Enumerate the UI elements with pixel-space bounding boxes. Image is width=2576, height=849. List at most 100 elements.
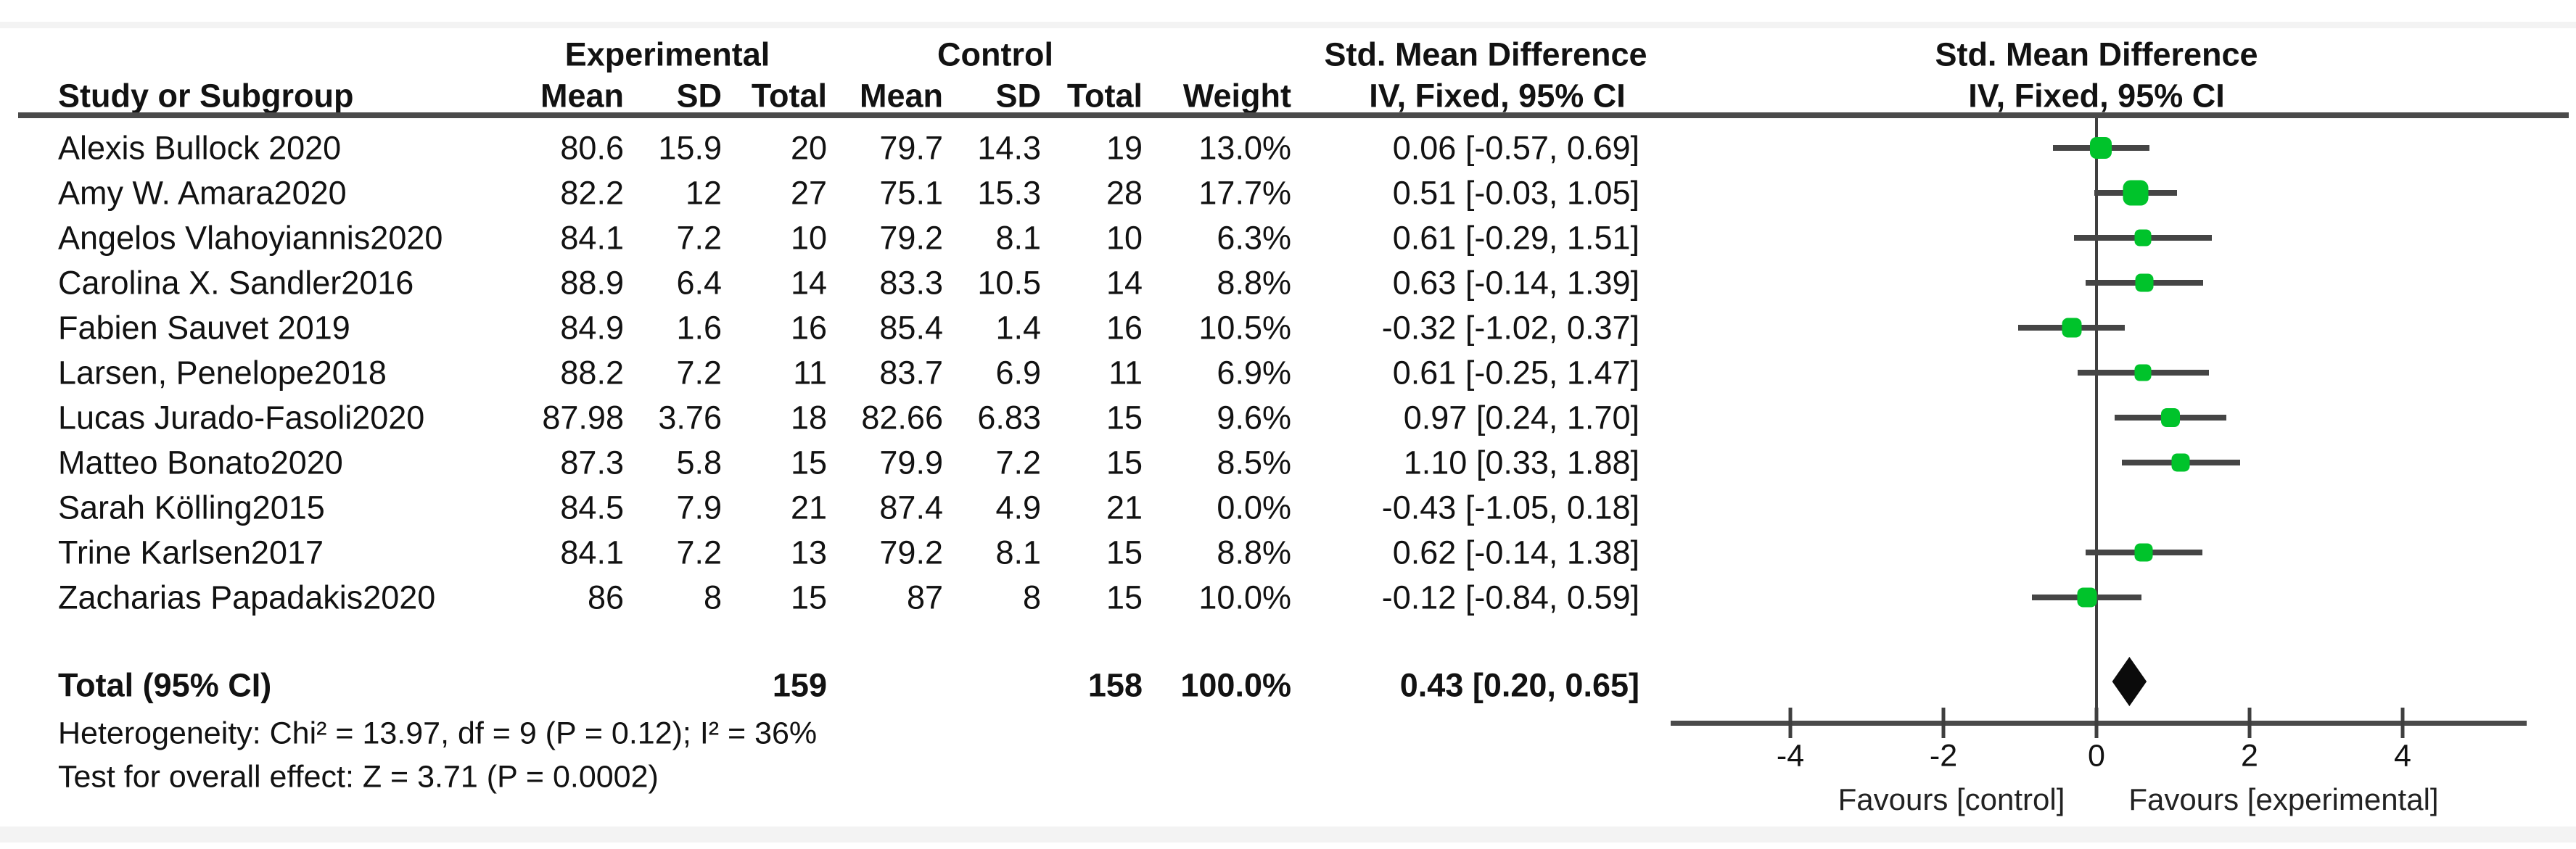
study-sd_e: 7.9	[676, 489, 722, 526]
study-mean_e: 84.5	[560, 489, 624, 526]
total-weight: 100.0%	[1180, 666, 1291, 704]
study-ci: -0.12 [-0.84, 0.59]	[1381, 579, 1639, 616]
study-name: Lucas Jurado-Fasoli2020	[58, 399, 425, 436]
study-weight: 10.5%	[1198, 309, 1291, 347]
study-ci: 0.63 [-0.14, 1.39]	[1392, 264, 1639, 302]
study-n_c: 11	[1108, 354, 1143, 392]
study-sd_e: 1.6	[676, 309, 722, 347]
col-header-total-ctrl: Total	[1066, 77, 1143, 115]
col-header-study: Study or Subgroup	[58, 77, 354, 115]
study-ci: 0.97 [0.24, 1.70]	[1403, 399, 1639, 436]
study-n_e: 16	[790, 309, 827, 347]
study-n_c: 21	[1106, 489, 1143, 526]
total-n-control: 158	[1087, 666, 1143, 704]
top-scan-band	[0, 22, 2576, 28]
study-n_c: 15	[1106, 534, 1143, 571]
col-header-total-exp: Total	[751, 77, 827, 115]
study-name: Carolina X. Sandler2016	[58, 264, 414, 302]
study-mean_c: 83.7	[879, 354, 943, 392]
study-n_e: 15	[790, 444, 827, 481]
study-weight: 13.0%	[1198, 129, 1291, 167]
study-mean_c: 85.4	[879, 309, 943, 347]
study-ci: -0.32 [-1.02, 0.37]	[1381, 309, 1639, 347]
summary-diamond	[2112, 657, 2147, 706]
study-mean_e: 88.2	[560, 354, 624, 392]
point-estimate-marker	[2134, 229, 2152, 247]
study-mean_e: 84.1	[560, 219, 624, 257]
study-mean_c: 87	[906, 579, 943, 616]
study-sd_c: 7.2	[995, 444, 1041, 481]
study-sd_e: 15.9	[658, 129, 722, 167]
point-estimate-marker	[2171, 453, 2190, 472]
axis-tick-label: 2	[2241, 738, 2258, 774]
favours-experimental-label: Favours [experimental]	[2128, 782, 2439, 816]
study-n_c: 15	[1106, 399, 1143, 436]
header-rule	[18, 112, 2569, 118]
study-sd_c: 8.1	[995, 534, 1041, 571]
study-n_c: 15	[1106, 444, 1143, 481]
study-ci: 0.61 [-0.25, 1.47]	[1392, 354, 1639, 392]
study-n_c: 15	[1106, 579, 1143, 616]
study-n_e: 21	[790, 489, 827, 526]
study-ci: 0.51 [-0.03, 1.05]	[1392, 174, 1639, 212]
study-n_e: 15	[790, 579, 827, 616]
study-ci: 0.62 [-0.14, 1.38]	[1392, 534, 1639, 571]
study-name: Sarah Kölling2015	[58, 489, 325, 526]
axis-tick-label: 4	[2394, 738, 2411, 774]
overall-effect-text: Test for overall effect: Z = 3.71 (P = 0…	[58, 759, 659, 795]
study-name: Zacharias Papadakis2020	[58, 579, 436, 616]
axis-tick	[2247, 708, 2252, 738]
study-weight: 6.9%	[1217, 354, 1291, 392]
effect-header-table: Std. Mean Difference	[1324, 36, 1647, 73]
study-mean_e: 87.98	[542, 399, 624, 436]
axis-tick	[1941, 708, 1946, 738]
study-name: Fabien Sauvet 2019	[58, 309, 350, 347]
study-n_e: 11	[793, 354, 827, 392]
favours-control-label: Favours [control]	[1838, 782, 2065, 816]
study-name: Angelos Vlahoyiannis2020	[58, 219, 443, 257]
study-sd_c: 1.4	[995, 309, 1041, 347]
control-group-header: Control	[937, 36, 1053, 73]
study-mean_c: 79.2	[879, 219, 943, 257]
study-mean_e: 86	[587, 579, 624, 616]
study-name: Amy W. Amara2020	[58, 174, 347, 212]
study-ci: 1.10 [0.33, 1.88]	[1403, 444, 1639, 481]
study-weight: 8.5%	[1217, 444, 1291, 481]
point-estimate-marker	[2161, 408, 2181, 427]
axis-tick-label: -4	[1776, 738, 1805, 774]
study-weight: 8.8%	[1217, 264, 1291, 302]
study-sd_c: 10.5	[977, 264, 1041, 302]
axis-tick	[2400, 708, 2405, 738]
axis-tick	[2094, 708, 2099, 738]
total-ci-text: 0.43 [0.20, 0.65]	[1399, 666, 1639, 704]
study-mean_e: 80.6	[560, 129, 624, 167]
col-header-sd-ctrl: SD	[995, 77, 1041, 115]
study-weight: 8.8%	[1217, 534, 1291, 571]
study-n_c: 19	[1106, 129, 1143, 167]
study-sd_c: 8	[1022, 579, 1041, 616]
study-mean_c: 79.9	[879, 444, 943, 481]
total-row-label: Total (95% CI)	[58, 666, 272, 704]
study-sd_c: 14.3	[977, 129, 1041, 167]
study-mean_e: 87.3	[560, 444, 624, 481]
study-n_c: 16	[1106, 309, 1143, 347]
study-sd_c: 6.9	[995, 354, 1041, 392]
col-header-mean-ctrl: Mean	[859, 77, 943, 115]
point-estimate-marker	[2090, 137, 2112, 159]
col-header-method-plot: IV, Fixed, 95% CI	[1968, 77, 2225, 115]
experimental-group-header: Experimental	[564, 36, 770, 73]
point-estimate-marker	[2134, 364, 2152, 381]
study-mean_c: 83.3	[879, 264, 943, 302]
point-estimate-marker	[2134, 543, 2153, 562]
col-header-method-table: IV, Fixed, 95% CI	[1369, 77, 1626, 115]
col-header-weight: Weight	[1182, 77, 1291, 115]
study-mean_e: 84.9	[560, 309, 624, 347]
col-header-sd-exp: SD	[676, 77, 722, 115]
study-sd_e: 3.76	[658, 399, 722, 436]
study-ci: -0.43 [-1.05, 0.18]	[1381, 489, 1639, 526]
study-sd_c: 4.9	[995, 489, 1041, 526]
study-mean_e: 88.9	[560, 264, 624, 302]
study-n_e: 10	[790, 219, 827, 257]
col-header-mean-exp: Mean	[540, 77, 624, 115]
